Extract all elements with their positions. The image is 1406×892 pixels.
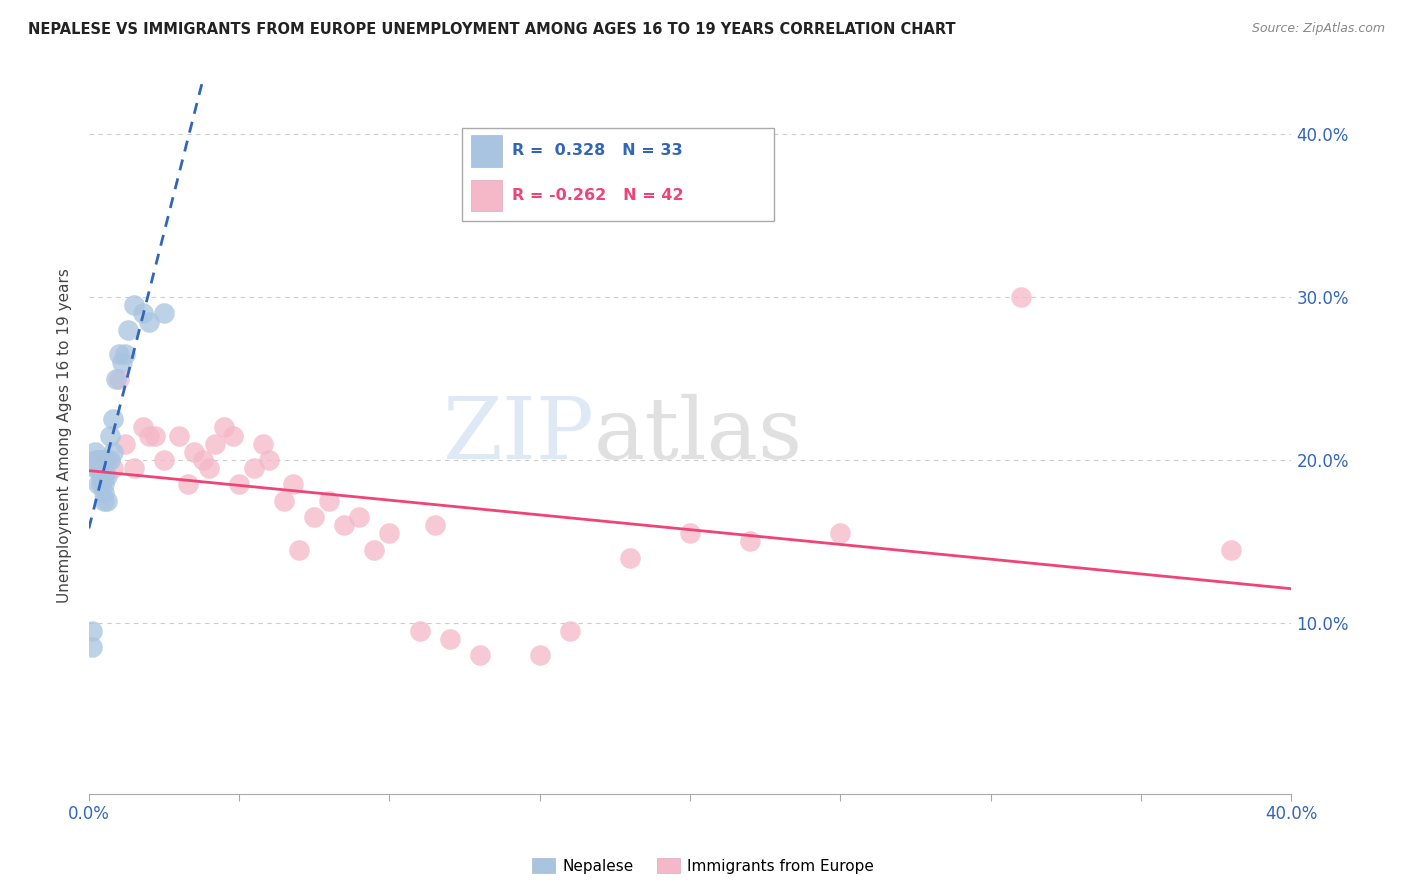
Point [273, 493, 295, 508]
Point [138, 315, 160, 329]
Point [740, 534, 762, 549]
Point [132, 306, 155, 320]
Point [87, 477, 110, 491]
Point [153, 453, 176, 467]
Point [108, 371, 131, 385]
Point [83, 461, 105, 475]
Point [252, 436, 274, 450]
Point [283, 477, 305, 491]
Point [101, 412, 124, 426]
Point [108, 347, 131, 361]
Point [529, 648, 551, 663]
Point [111, 355, 134, 369]
Point [93, 453, 115, 467]
Point [1010, 290, 1032, 304]
Point [198, 461, 221, 475]
Point [304, 510, 326, 524]
Point [423, 518, 446, 533]
Text: ZIP: ZIP [441, 394, 593, 477]
Point [96, 453, 118, 467]
Point [288, 542, 311, 557]
Point [80, 624, 103, 638]
Point [830, 526, 852, 541]
Point [243, 461, 266, 475]
Point [204, 436, 226, 450]
Point [117, 323, 139, 337]
Point [90, 461, 112, 475]
Point [143, 428, 166, 442]
Legend: Nepalese, Immigrants from Europe: Nepalese, Immigrants from Europe [526, 852, 880, 880]
Point [90, 477, 112, 491]
Point [93, 469, 115, 483]
Point [101, 461, 124, 475]
Point [98, 453, 121, 467]
Text: atlas: atlas [593, 394, 803, 477]
Point [132, 420, 155, 434]
Point [1220, 542, 1243, 557]
Point [114, 347, 136, 361]
Point [83, 453, 105, 467]
Point [122, 461, 145, 475]
Point [93, 485, 115, 500]
Point [619, 550, 641, 565]
Text: NEPALESE VS IMMIGRANTS FROM EUROPE UNEMPLOYMENT AMONG AGES 16 TO 19 YEARS CORREL: NEPALESE VS IMMIGRANTS FROM EUROPE UNEMP… [28, 22, 956, 37]
Point [87, 453, 110, 467]
Point [333, 518, 356, 533]
Point [191, 453, 214, 467]
Y-axis label: Unemployment Among Ages 16 to 19 years: Unemployment Among Ages 16 to 19 years [58, 268, 72, 603]
Point [122, 298, 145, 312]
Point [228, 477, 250, 491]
Point [363, 542, 385, 557]
Point [87, 461, 110, 475]
Point [83, 445, 105, 459]
Point [212, 420, 235, 434]
Point [679, 526, 702, 541]
Point [93, 493, 115, 508]
Point [101, 445, 124, 459]
Point [104, 371, 127, 385]
Point [183, 445, 205, 459]
Point [90, 453, 112, 467]
Point [349, 510, 371, 524]
Point [318, 493, 340, 508]
Point [90, 469, 112, 483]
Point [378, 526, 401, 541]
Point [153, 306, 176, 320]
Point [98, 428, 121, 442]
Point [408, 624, 430, 638]
Point [468, 648, 491, 663]
Point [93, 477, 115, 491]
Point [222, 428, 245, 442]
Point [558, 624, 581, 638]
Point [138, 428, 160, 442]
Point [80, 640, 103, 655]
Point [93, 453, 115, 467]
Point [96, 493, 118, 508]
Point [177, 477, 200, 491]
Point [167, 428, 190, 442]
Point [114, 436, 136, 450]
Point [439, 632, 461, 646]
Point [257, 453, 280, 467]
Point [96, 469, 118, 483]
Text: Source: ZipAtlas.com: Source: ZipAtlas.com [1251, 22, 1385, 36]
